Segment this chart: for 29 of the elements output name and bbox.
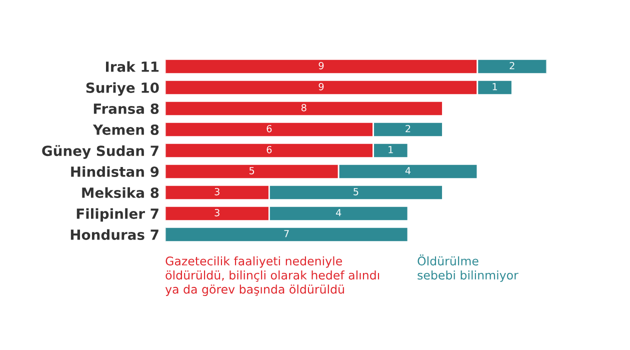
series-label: Öldürülme sebebi bilinmiyor <box>418 254 518 282</box>
y-tick-label: Meksika 8 <box>82 187 159 198</box>
data-label: 1 <box>492 83 497 90</box>
bar <box>165 226 409 243</box>
data-label: 6 <box>266 124 272 132</box>
data-label: 5 <box>249 167 254 174</box>
y-tick-label: Güney Sudan 7 <box>42 145 158 159</box>
data-label: 2 <box>406 124 410 132</box>
data-label: 4 <box>336 209 342 216</box>
y-tick-label: Yemen 8 <box>92 124 159 135</box>
data-label: 3 <box>214 208 220 216</box>
data-label: 4 <box>405 167 411 174</box>
data-label: 8 <box>301 104 306 112</box>
y-tick-label: Suriye 10 <box>86 82 159 96</box>
data-label: 1 <box>388 146 393 154</box>
data-label: 9 <box>318 62 324 70</box>
data-label: 7 <box>284 230 289 238</box>
y-tick-label: Honduras 7 <box>70 229 158 240</box>
y-tick-label: Fransa 8 <box>94 103 159 114</box>
text: Gazetecilik faaliyeti nedeniyle öldürüldü, bilinçli olarak hedef alındı ya da görev başında öldürüldü <box>165 256 380 296</box>
data-label: 5 <box>354 188 358 196</box>
y-tick-label: Filipinler 7 <box>76 208 158 222</box>
y-tick-label: Irak 11 <box>106 61 159 72</box>
data-label: 3 <box>214 188 220 196</box>
bar <box>165 100 444 117</box>
data-label: 2 <box>510 62 514 70</box>
data-label: 6 <box>266 146 272 154</box>
data-label: 9 <box>318 82 324 90</box>
y-tick-label: Hindistan 9 <box>71 166 159 177</box>
